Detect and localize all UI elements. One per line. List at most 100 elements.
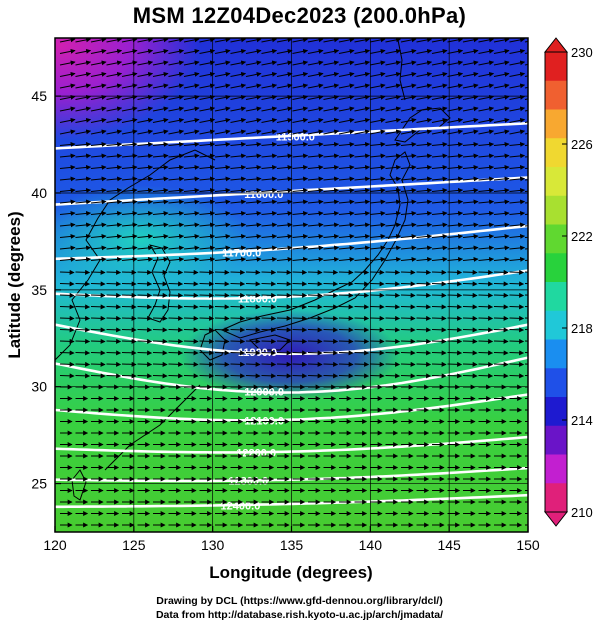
wind-arrow — [323, 153, 340, 159]
wind-arrow — [261, 176, 278, 182]
wind-arrow — [385, 176, 402, 182]
wind-arrow — [307, 94, 324, 100]
colorbar-frame — [544, 51, 568, 513]
wind-arrow — [385, 83, 402, 89]
wind-arrow — [59, 327, 75, 333]
wind-arrow — [369, 187, 386, 193]
wind-arrow — [183, 129, 200, 135]
wind-arrow — [307, 233, 324, 239]
wind-arrow — [106, 48, 123, 54]
wind-arrow — [152, 176, 169, 182]
wind-arrow — [137, 129, 154, 135]
wind-arrow — [338, 129, 355, 135]
wind-arrow — [230, 141, 247, 147]
wind-arrow — [121, 233, 138, 239]
wind-arrow — [199, 48, 216, 54]
wind-arrow — [75, 176, 92, 182]
wind-arrow — [416, 106, 433, 112]
x-tick-label: 120 — [43, 537, 67, 553]
wind-arrow — [245, 269, 261, 275]
wind-arrow — [524, 306, 528, 308]
wind-arrow — [168, 117, 185, 123]
wind-arrow — [214, 129, 231, 135]
wind-arrow — [152, 141, 169, 147]
wind-arrow — [307, 304, 323, 310]
wind-arrow — [183, 38, 200, 43]
wind-arrow — [462, 60, 479, 66]
wind-arrow — [199, 199, 216, 205]
wind-arrow — [75, 361, 91, 367]
wind-arrow — [90, 48, 107, 54]
wind-arrow — [276, 176, 293, 182]
contour-label: 12400.0 — [221, 500, 261, 512]
wind-arrow — [493, 350, 509, 356]
wind-arrow — [493, 304, 509, 310]
wind-arrow — [261, 281, 277, 287]
wind-arrow — [400, 361, 416, 367]
wind-arrow — [385, 38, 402, 43]
wind-arrow — [307, 164, 324, 170]
wind-arrow — [509, 338, 525, 344]
wind-arrow — [307, 117, 324, 123]
wind-arrow — [59, 106, 76, 112]
wind-arrow — [121, 199, 138, 205]
wind-arrow — [292, 129, 309, 135]
wind-arrow — [431, 222, 448, 228]
wind-arrow — [478, 292, 494, 298]
wind-arrow — [230, 38, 247, 43]
wind-arrow — [307, 222, 324, 228]
wind-arrow — [369, 304, 385, 310]
wind-arrow — [75, 222, 92, 228]
wind-arrow — [524, 329, 528, 331]
wind-arrow — [478, 315, 494, 321]
wind-arrow — [462, 338, 478, 344]
wind-arrow — [199, 117, 216, 123]
wind-arrow — [75, 129, 92, 135]
wind-arrow — [230, 176, 247, 182]
wind-arrow — [199, 60, 216, 66]
wind-arrow — [354, 304, 370, 310]
wind-arrow — [369, 71, 386, 77]
wind-arrow — [152, 153, 169, 159]
wind-arrow — [75, 83, 92, 89]
wind-arrow — [323, 129, 340, 135]
wind-arrow — [462, 327, 478, 333]
wind-arrow — [462, 176, 479, 182]
wind-arrow — [478, 117, 495, 123]
wind-arrow — [354, 83, 371, 89]
colorbar-segment — [545, 368, 567, 398]
contour-label: 11600.0 — [244, 189, 283, 201]
wind-arrow — [369, 60, 386, 66]
wind-arrow — [338, 71, 355, 77]
x-tick-label: 135 — [280, 537, 304, 553]
wind-arrow — [323, 327, 339, 333]
wind-arrow — [75, 60, 92, 66]
wind-arrow — [493, 292, 509, 298]
wind-arrow — [369, 117, 386, 123]
wind-arrow — [214, 256, 231, 262]
wind-arrow — [152, 71, 169, 77]
wind-arrow — [106, 106, 123, 112]
wind-arrow — [509, 373, 525, 379]
wind-arrow — [447, 315, 463, 321]
wind-arrow — [137, 327, 153, 333]
wind-arrow — [509, 210, 526, 216]
wind-arrow — [214, 164, 231, 170]
x-tick-label: 140 — [359, 537, 383, 553]
colorbar-segment — [545, 483, 567, 513]
chart-title: MSM 12Z04Dec2023 (200.0hPa) — [132, 3, 467, 28]
wind-arrow — [214, 106, 231, 112]
wind-arrow — [137, 199, 154, 205]
wind-arrow — [230, 281, 246, 287]
wind-arrow — [245, 129, 262, 135]
wind-arrow — [416, 83, 433, 89]
coast-ryukyu — [104, 384, 201, 471]
wind-arrow — [168, 187, 185, 193]
wind-arrow — [338, 327, 354, 333]
wind-arrow — [261, 48, 278, 54]
wind-arrow — [152, 281, 168, 287]
wind-arrow — [152, 233, 169, 239]
wind-arrow — [431, 210, 448, 216]
wind-arrow — [385, 222, 402, 228]
wind-arrow — [385, 48, 402, 54]
